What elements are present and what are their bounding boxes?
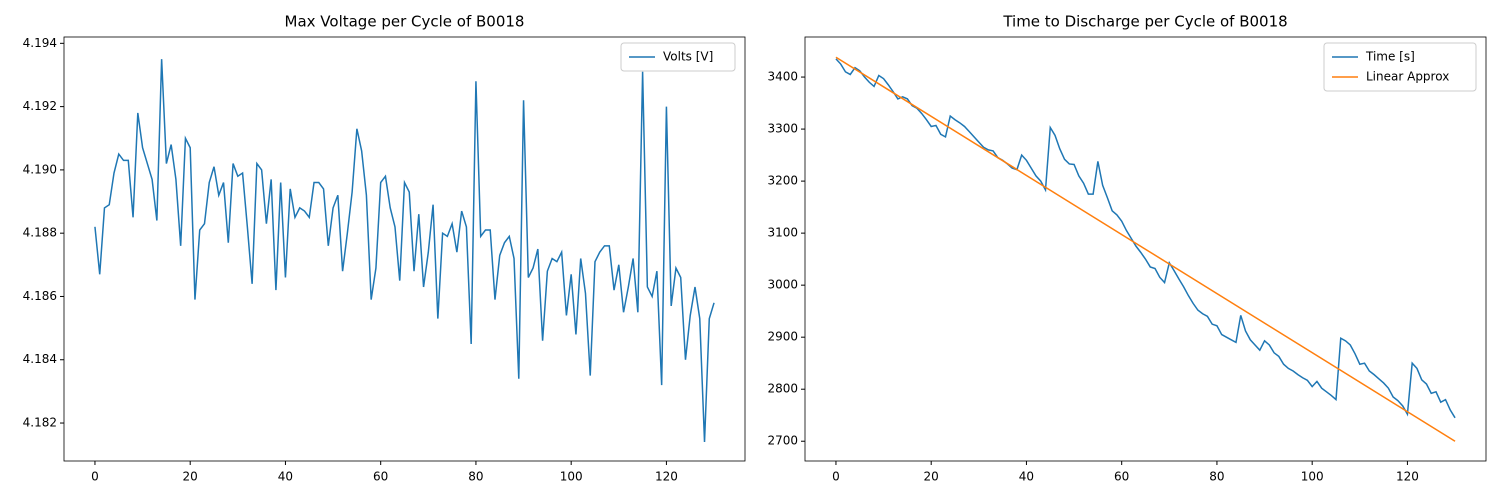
y-tick-label: 3100 — [767, 226, 798, 240]
x-tick-label: 20 — [183, 470, 198, 484]
y-tick-label: 3300 — [767, 122, 798, 136]
legend-label: Time [s] — [1365, 50, 1415, 64]
x-tick-label: 120 — [655, 470, 678, 484]
legend-box — [620, 42, 736, 72]
series-line — [835, 56, 1456, 442]
y-tick-label: 4.192 — [23, 99, 57, 113]
y-tick-label: 4.190 — [23, 162, 57, 176]
y-tick-label: 3000 — [767, 278, 798, 292]
y-tick-label: 2700 — [767, 434, 798, 448]
y-tick-label: 4.182 — [23, 416, 57, 430]
x-tick-label: 40 — [1019, 470, 1034, 484]
x-tick-label: 20 — [924, 470, 939, 484]
y-tick-label: 4.184 — [23, 352, 57, 366]
legend-label: Volts [V] — [663, 50, 713, 64]
x-tick-label: 60 — [1114, 470, 1129, 484]
y-tick-label: 4.188 — [23, 226, 57, 240]
x-tick-label: 40 — [278, 470, 293, 484]
legend-box — [1323, 42, 1477, 92]
x-tick-label: 80 — [1209, 470, 1224, 484]
x-tick-label: 100 — [560, 470, 583, 484]
chart-title: Time to Discharge per Cycle of B0018 — [1002, 13, 1287, 31]
x-tick-label: 60 — [373, 470, 388, 484]
y-tick-label: 2900 — [767, 330, 798, 344]
series-line — [835, 58, 1456, 419]
plot-frame — [63, 36, 746, 462]
y-tick-label: 2800 — [767, 382, 798, 396]
legend: Time [s] Linear Approx — [1323, 42, 1477, 92]
legend: Volts [V] — [620, 42, 736, 72]
series-line — [94, 59, 715, 443]
x-tick-label: 0 — [91, 470, 99, 484]
y-tick-label: 3400 — [767, 70, 798, 84]
y-tick-label: 4.194 — [23, 36, 57, 50]
y-tick-label: 3200 — [767, 174, 798, 188]
x-tick-label: 80 — [468, 470, 483, 484]
x-tick-label: 100 — [1301, 470, 1324, 484]
y-tick-label: 4.186 — [23, 289, 57, 303]
legend-label: Linear Approx — [1366, 70, 1449, 84]
x-tick-label: 0 — [832, 470, 840, 484]
plot-frame — [804, 36, 1487, 462]
x-tick-label: 120 — [1396, 470, 1419, 484]
chart-title: Max Voltage per Cycle of B0018 — [285, 13, 525, 31]
